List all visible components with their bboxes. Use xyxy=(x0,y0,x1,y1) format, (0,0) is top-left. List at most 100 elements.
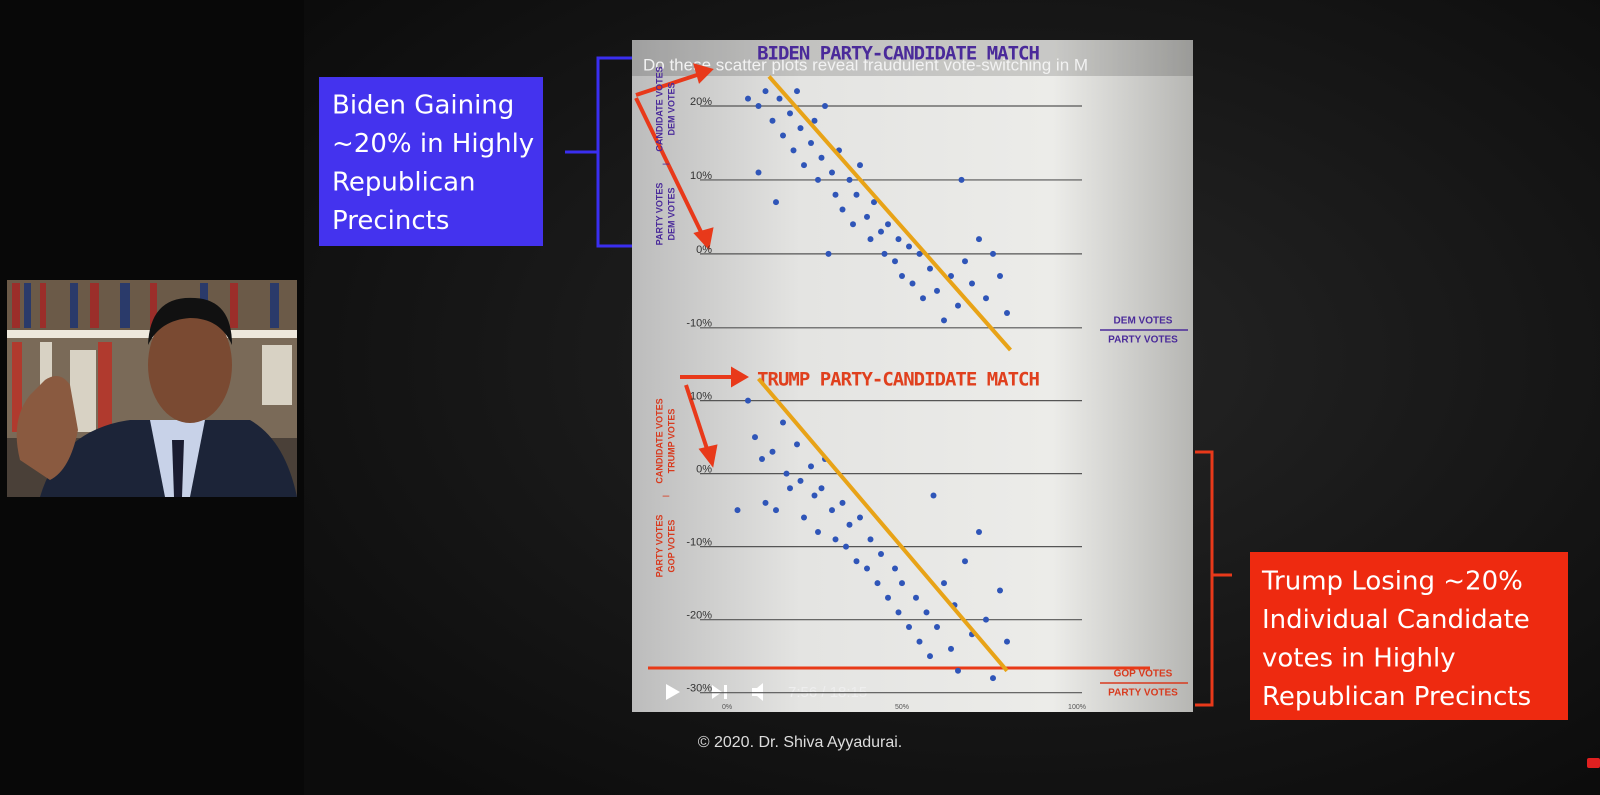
callout-box-left xyxy=(319,77,543,246)
scatter-point xyxy=(850,221,856,228)
scatter-point xyxy=(797,477,804,484)
y-tick-label: 20% xyxy=(690,96,712,108)
x-tick-label: 100% xyxy=(1068,704,1086,711)
y-axis-label: TRUMP VOTES xyxy=(666,409,676,474)
scatter-point xyxy=(906,623,912,630)
y-tick-label: -20% xyxy=(686,610,712,622)
scatter-point xyxy=(969,280,975,287)
y-axis-label: PARTY VOTES xyxy=(654,515,664,578)
x-axis-label: DEM VOTES xyxy=(1114,316,1173,327)
y-axis-label: GOP VOTES xyxy=(666,520,676,573)
scatter-point xyxy=(948,645,954,652)
x-tick-label: 50% xyxy=(895,704,909,711)
video-title: Do these scatter plots reveal fraudulent… xyxy=(643,55,1088,74)
scatter-point xyxy=(874,580,881,587)
scatter-point xyxy=(818,485,825,492)
copyright: © 2020. Dr. Shiva Ayyadurai. xyxy=(698,734,903,751)
scatter-point xyxy=(801,514,807,521)
scatter-point xyxy=(934,623,940,630)
scatter-point xyxy=(769,117,776,124)
youtube-icon[interactable] xyxy=(1587,758,1600,768)
annotation-arrows xyxy=(634,63,749,468)
y-tick-label: 10% xyxy=(690,391,712,403)
bracket-left xyxy=(565,56,632,248)
callout-text: Republican xyxy=(332,168,476,198)
scatter-point xyxy=(769,448,776,455)
callout-text: Trump Losing ~20% xyxy=(1261,567,1523,597)
scatter-point xyxy=(783,470,790,477)
scatter-point xyxy=(755,102,762,109)
scatter-point xyxy=(878,550,884,557)
callout-text: Republican Precincts xyxy=(1262,682,1531,712)
y-axis-label: CANDIDATE VOTES xyxy=(654,66,664,151)
video-title-bar xyxy=(632,40,1193,76)
scatter-point xyxy=(916,250,923,257)
player-controls xyxy=(666,683,763,701)
trendline xyxy=(756,377,1009,673)
y-tick-label: 10% xyxy=(690,170,712,182)
scatter-point xyxy=(895,236,902,243)
scatter-point xyxy=(927,265,933,272)
y-tick-label: 0% xyxy=(696,244,712,256)
scatter-point xyxy=(962,558,968,565)
volume-button[interactable] xyxy=(752,683,763,701)
scatter-point xyxy=(790,147,797,154)
scatter-point xyxy=(787,485,793,492)
scatter-point xyxy=(934,287,940,294)
y-axis-label: DEM VOTES xyxy=(666,187,676,240)
trendline xyxy=(767,75,1012,352)
x-axis-label: PARTY VOTES xyxy=(1108,335,1178,346)
scatter-point xyxy=(871,199,877,206)
scatter-point xyxy=(794,88,800,95)
scatter-point xyxy=(867,236,874,243)
scatter-point xyxy=(755,169,762,176)
scatter-point xyxy=(948,273,954,280)
y-tick-label: 0% xyxy=(696,464,712,476)
next-button[interactable] xyxy=(712,685,727,699)
webcam xyxy=(7,280,297,497)
scatter-point xyxy=(762,88,769,95)
scatter-point xyxy=(878,228,884,235)
scatter-point xyxy=(773,199,779,206)
scatter-point xyxy=(780,132,786,139)
scatter-point xyxy=(997,587,1003,594)
scatter-point xyxy=(853,558,860,565)
scatter-point xyxy=(976,529,982,536)
play-button[interactable] xyxy=(666,684,680,700)
callout-text: ~20% in Highly xyxy=(332,129,534,159)
scatter-point xyxy=(734,507,741,514)
scatter-point xyxy=(843,543,849,550)
scatter-point xyxy=(832,191,839,198)
bracket-right xyxy=(1195,450,1232,707)
scatter-point xyxy=(762,499,769,506)
scatter-point xyxy=(983,295,989,302)
scatter-point xyxy=(832,536,839,543)
scatter-point xyxy=(867,536,874,543)
scatter-point xyxy=(990,250,996,257)
y-tick-label: -30% xyxy=(686,683,712,695)
y-tick-label: -10% xyxy=(686,318,712,330)
scatter-point xyxy=(815,176,821,183)
scatter-point xyxy=(976,236,982,243)
scatter-point xyxy=(1004,310,1010,317)
scatter-point xyxy=(885,594,891,601)
scatter-point xyxy=(892,565,898,572)
scatter-point xyxy=(923,609,930,616)
scatter-point xyxy=(864,565,870,572)
scatter-point xyxy=(752,434,758,441)
scatter-point xyxy=(825,250,832,257)
scatter-point xyxy=(941,580,947,587)
scatter-point xyxy=(962,258,968,265)
y-axis-label: PARTY VOTES xyxy=(654,183,664,246)
scatter-point xyxy=(773,507,779,514)
scatter-point xyxy=(881,250,888,257)
scatter-point xyxy=(857,162,863,169)
scatter-point xyxy=(780,419,786,426)
scatter-point xyxy=(839,206,846,213)
chart-title: TRUMP PARTY-CANDIDATE MATCH xyxy=(757,369,1039,391)
scatter-point xyxy=(787,110,793,117)
scatter-point xyxy=(895,609,902,616)
scatter-point xyxy=(808,463,814,470)
scatter-point xyxy=(990,675,996,682)
